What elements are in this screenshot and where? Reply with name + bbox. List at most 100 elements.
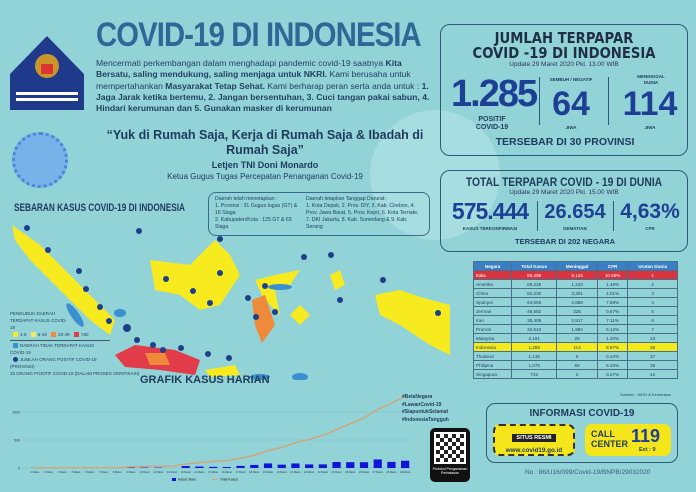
daily-cases-chart: 0 500 1000 2 Maret 3 Maret 4 Maret 5 Maret 6 Ma… xyxy=(12,395,412,482)
table-header-cell: CFR xyxy=(596,261,629,271)
table-cell: Jerman xyxy=(472,306,513,316)
world-stats-box: TOTAL TERPAPAR COVID - 19 DI DUNIA Updat… xyxy=(440,170,688,252)
table-row: Iran 35,408 2,517 7.11% 6 xyxy=(472,315,678,325)
legend-kasus-baru: Kasus Baru xyxy=(178,478,196,482)
table-row: Thailand 1,136 5 0.44% 37 xyxy=(472,351,678,361)
decree-right-title: Daerah tetapkan Tanggap Darurat: xyxy=(306,196,386,202)
table-row: Indonesia 1,285 114 8.87% 36 xyxy=(472,342,678,352)
table-cell: Singapura xyxy=(472,369,513,379)
table-cell: Italia xyxy=(472,270,513,280)
table-cell: 4,858 xyxy=(556,297,598,307)
table-cell: 114 xyxy=(556,342,598,352)
table-cell: Spanyol xyxy=(472,297,513,307)
x-tick-label: 8 Maret xyxy=(113,470,122,474)
bar-kasus-baru xyxy=(387,461,396,468)
table-cell: 42 xyxy=(627,369,678,379)
x-tick-label: 4 Maret xyxy=(58,470,67,474)
bar-kasus-baru xyxy=(359,462,369,468)
decree-box: Daerah telah menetapkan :1. Provinsi : 3… xyxy=(208,192,430,236)
table-cell: 35,408 xyxy=(511,315,558,325)
x-tick-label: 29 Maret xyxy=(400,470,411,474)
decree-right-body: 1. Kota Depok, 2. Prov. DIY, 3. Kab. Cir… xyxy=(306,203,419,230)
bar-kasus-baru xyxy=(209,466,218,468)
document-number: No : 86/U16/099/Covid-19/BNPB/29032020 xyxy=(525,469,651,476)
table-cell: 1.20% xyxy=(596,333,629,343)
table-cell: China xyxy=(472,288,513,298)
table-cell: 26 xyxy=(556,333,598,343)
legend-range-label: >50 xyxy=(80,332,89,337)
table-cell: 732 xyxy=(511,369,558,379)
table-cell: 10.56% xyxy=(596,270,629,280)
recovered-label: SEMBUH / NEGATIF xyxy=(549,77,593,82)
table-row: Italia 86,498 9,134 10.56% 1 xyxy=(472,270,678,280)
table-row: China 82,230 3,301 4.01% 3 xyxy=(472,288,678,298)
world-cfr: 4,63% xyxy=(620,200,680,223)
qr-caption: Protokol Pengamanan Perbatasan xyxy=(432,467,468,475)
bar-kasus-baru xyxy=(291,463,300,468)
table-row: Spanyol 64,059 4,858 7.58% 4 xyxy=(472,297,678,307)
bnpb-logo xyxy=(10,36,84,110)
deaths-count: 114 xyxy=(622,85,678,123)
country-spread: TERSEBAR DI 202 NEGARA xyxy=(514,237,616,246)
table-header-cell: Total Kasus xyxy=(511,261,558,271)
table-cell: Iran xyxy=(472,315,513,325)
world-confirmed-label: KASUS TERKONFIRMASI xyxy=(462,226,518,231)
x-tick-label: 10 Maret xyxy=(139,470,150,474)
x-tick-label: 22 Maret xyxy=(304,470,315,474)
x-tick-label: 6 Maret xyxy=(85,470,94,474)
x-tick-label: 23 Maret xyxy=(318,470,329,474)
table-cell: 5 xyxy=(556,351,598,361)
table-cell: 86,498 xyxy=(511,270,558,280)
legend-swatch xyxy=(13,332,18,338)
hashtags: #BelaNegara #LawanCovid-19 #SiapuntukSel… xyxy=(402,394,449,424)
table-cell: 1,285 xyxy=(511,342,558,352)
table-cell: 2 xyxy=(627,279,678,289)
legend-swatch-kasus-baru xyxy=(172,478,176,481)
table-cell: 2 xyxy=(556,369,598,379)
table-cell: 85,228 xyxy=(511,279,558,289)
legend-range-label: 20-49 xyxy=(58,332,70,337)
table-cell: Malaysia xyxy=(472,333,513,343)
legend-ranges: 1-5 6-19 20-49 >50 xyxy=(10,331,110,338)
table-cell: 7.58% xyxy=(596,297,629,307)
x-tick-label: 21 Maret xyxy=(290,470,301,474)
y-tick-label: 0 xyxy=(18,467,20,471)
table-cell: Thailand xyxy=(472,351,513,361)
hashtag: #SiapuntukSelamat xyxy=(402,409,449,415)
legend-range-label: 6-19 xyxy=(37,332,47,337)
table-cell: 1,992 xyxy=(556,324,598,334)
decree-left-item: 2. Kabupaten/Kota : 125 GT & 63 Siaga xyxy=(215,217,292,230)
table-row: Prancis 32,542 1,992 6.12% 7 xyxy=(472,324,678,334)
world-deaths-label: KEMATIAN xyxy=(563,226,587,231)
world-cfr-label: CFR xyxy=(645,226,655,231)
country-table: Negara Total Kasus Meninggal CFR Urutan Duni… xyxy=(472,261,678,379)
call-center[interactable]: CALL CENTER 119 Ext : 9 xyxy=(585,424,671,456)
legend-no-case: DAERAH TIDAK TERDAPAT KASUS COVID-19 xyxy=(10,343,95,355)
hashtag: #IndonesiaTangguh xyxy=(402,416,449,423)
x-tick-label: 15 Maret xyxy=(208,470,219,474)
indonesia-map xyxy=(12,225,450,380)
call-number: 119 xyxy=(631,426,661,446)
chart-title: GRAFIK KASUS HARIAN xyxy=(140,374,270,386)
qr-code[interactable]: Protokol Pengamanan Perbatasan xyxy=(430,428,470,482)
table-cell: 1,136 xyxy=(511,351,558,361)
legend-pin: JUMLAH ORANG POSITIF COVID-19 (PROVINSI) xyxy=(10,357,97,369)
page-title: COVID-19 DI INDONESIA xyxy=(96,16,422,54)
official-site-link[interactable]: SITUS RESMI www.covid19.go.id xyxy=(493,424,575,456)
indonesia-title-1: JUMLAH TERPAPAR xyxy=(494,29,634,47)
x-tick-label: 26 Maret xyxy=(359,470,370,474)
indonesia-update: Update 29 Maret 2020 Pkl. 13.00 WIB xyxy=(509,61,619,68)
pin-icon xyxy=(13,357,18,363)
x-tick-label: 20 Maret xyxy=(277,470,288,474)
x-tick-label: 17 Maret xyxy=(235,470,246,474)
recovered-unit: JIWA xyxy=(565,125,577,130)
table-cell: 36 xyxy=(627,342,678,352)
table-cell: 6.33% xyxy=(596,360,629,370)
quote-text: “Yuk di Rumah Saja, Kerja di Rumah Saja … xyxy=(106,128,424,157)
bar-kasus-baru xyxy=(222,467,231,468)
table-header-cell: Meninggal xyxy=(556,261,598,271)
case-pins xyxy=(24,225,441,361)
site-url: www.covid19.go.id xyxy=(505,447,563,454)
deaths-label: MENINGGAL DUNIA xyxy=(637,74,665,85)
table-source: Sumber : WHO & Kemenkes xyxy=(620,392,671,397)
